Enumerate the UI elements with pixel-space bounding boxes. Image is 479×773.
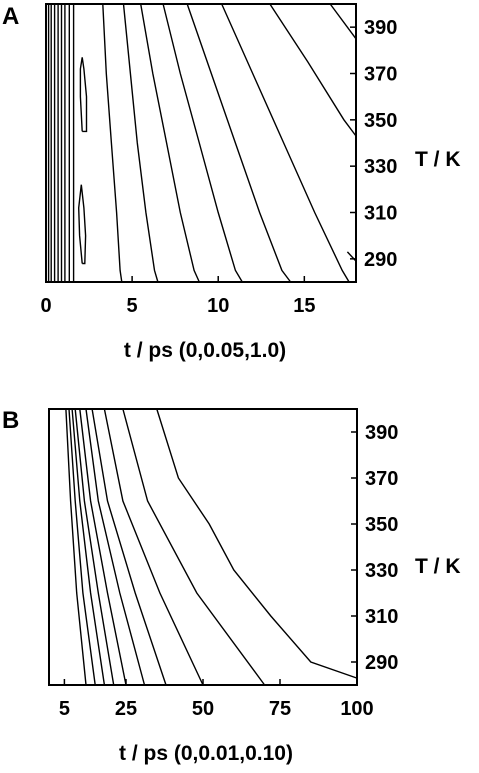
- y-tick-label: 370: [364, 64, 397, 86]
- contour-line-19: [346, 251, 357, 262]
- x-tick-label: 15: [293, 295, 315, 317]
- panel-b-x-axis-label: t / ps (0,0.01,0.10): [119, 742, 293, 765]
- contour-line-14: [162, 3, 243, 283]
- panel-a-x-ticks: 0 5 10 15: [40, 276, 315, 317]
- x-tick-label: 0: [40, 295, 51, 317]
- panel-b-y-ticks: 290 310 330 350 370 390: [351, 422, 398, 674]
- x-tick-label: 75: [269, 698, 291, 720]
- y-tick-label: 310: [364, 203, 397, 225]
- y-tick-label: 290: [365, 652, 398, 674]
- panel-b-letter: B: [2, 407, 19, 434]
- contour-line-8: [103, 408, 204, 686]
- panel-a-frame: [45, 3, 357, 283]
- contour-line-4: [74, 408, 115, 686]
- contour-line-6: [85, 408, 146, 686]
- y-tick-label: 370: [365, 468, 398, 490]
- panel-a-x-axis-label: t / ps (0,0.05,1.0): [124, 339, 286, 362]
- contour-line-10: [156, 408, 358, 679]
- x-tick-label: 50: [192, 698, 214, 720]
- contour-line-15: [186, 3, 292, 283]
- contour-line-9: [77, 184, 87, 265]
- y-tick-label: 330: [365, 560, 398, 582]
- contour-line-11: [102, 3, 123, 283]
- panel-a-y-axis-label: T / K: [415, 148, 461, 171]
- contour-line-17: [269, 3, 357, 137]
- panel-a: A 0 5 10 15 290 310 330 350 370 390 t / ps (0,0.…: [2, 3, 461, 362]
- y-tick-label: 350: [364, 110, 397, 132]
- contour-line-3: [71, 408, 106, 686]
- contour-line-10: [79, 57, 88, 133]
- contour-line-9: [122, 408, 266, 686]
- contour-line-16: [221, 3, 350, 283]
- contour-line-7: [91, 408, 167, 686]
- panel-a-y-ticks: 290 310 330 350 370 390: [350, 17, 397, 271]
- y-tick-label: 350: [365, 514, 398, 536]
- x-tick-label: 25: [115, 698, 137, 720]
- x-tick-label: 5: [127, 295, 138, 317]
- contour-line-1: [65, 408, 87, 686]
- contour-line-12: [122, 3, 159, 283]
- panel-b-x-ticks: 5 25 50 75 100: [59, 679, 374, 720]
- x-tick-label: 10: [207, 295, 229, 317]
- x-tick-label: 100: [340, 698, 373, 720]
- panel-a-letter: A: [2, 3, 19, 30]
- panel-a-contours: [47, 3, 357, 283]
- y-tick-label: 390: [364, 17, 397, 39]
- panel-b: B 5 25 50 75 100 290 310 330 350 370 390 t / ps (…: [2, 407, 461, 765]
- contour-line-5: [79, 408, 127, 686]
- panel-b-contours: [65, 408, 358, 686]
- panel-b-y-axis-label: T / K: [415, 555, 461, 578]
- y-tick-label: 290: [364, 249, 397, 271]
- x-tick-label: 5: [59, 698, 70, 720]
- y-tick-label: 310: [365, 606, 398, 628]
- contour-line-2: [68, 408, 96, 686]
- contour-line-13: [140, 3, 200, 283]
- panel-b-frame: [48, 408, 358, 686]
- contour-line-18: [329, 3, 357, 40]
- y-tick-label: 390: [365, 422, 398, 444]
- y-tick-label: 330: [364, 156, 397, 178]
